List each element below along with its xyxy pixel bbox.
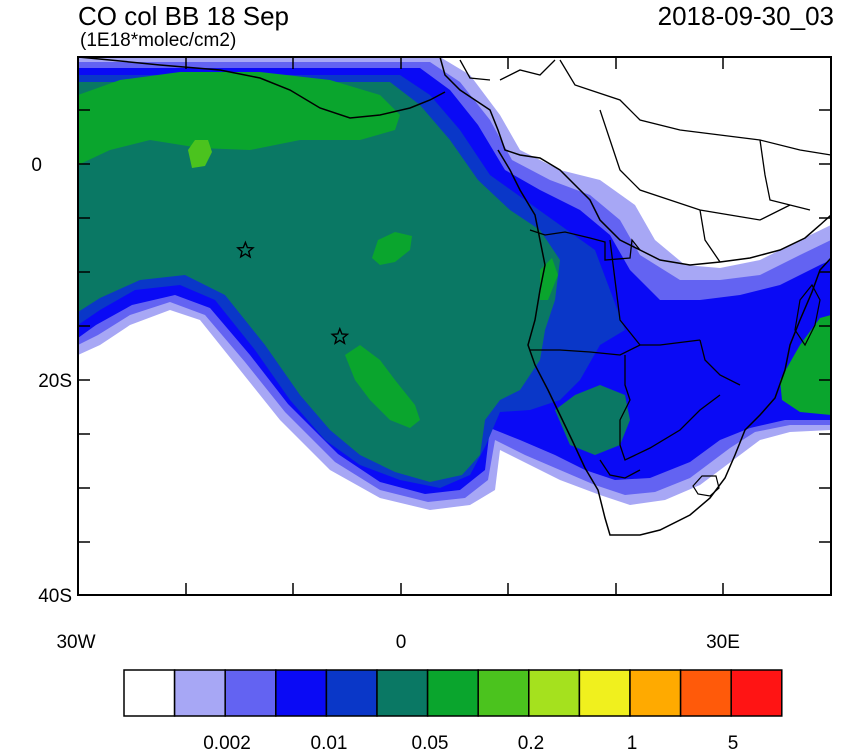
colorbar-box-13 [730, 669, 783, 717]
lon-label-30w: 30W [56, 632, 95, 653]
colorbar-label-3: 0.05 [412, 733, 449, 750]
land-masses [78, 57, 831, 536]
colorbar-label-4: 0.2 [518, 733, 544, 750]
plot-datetime: 2018-09-30_03 [657, 1, 834, 31]
africa-north-land [439, 57, 831, 266]
lon-label-30e: 30E [706, 632, 740, 653]
africa-gulf-coast [78, 57, 446, 119]
colorbar-box-9 [528, 669, 581, 717]
colorbar-label-5: 1 [627, 733, 638, 750]
lon-label-0: 0 [396, 632, 407, 653]
star-2-marker [330, 326, 350, 345]
lat-label-0: 0 [31, 155, 42, 176]
plot-title: CO col BB 18 Sep [78, 1, 289, 31]
plume-level-0.05 [78, 82, 560, 482]
colorbar-box-4 [275, 669, 328, 717]
co-field [78, 57, 831, 595]
lesotho [692, 475, 720, 497]
colorbar-box-10 [578, 669, 631, 717]
colorbar [123, 669, 783, 717]
star-1-marker [236, 240, 255, 259]
axis-ticks [78, 57, 831, 595]
africa-west-coast [497, 149, 831, 536]
lat-label-40s: 40S [38, 586, 72, 607]
colorbar-box-8 [477, 669, 530, 717]
plot-units: (1E18*molec/cm2) [80, 30, 237, 51]
plume-level-0.1-south [345, 345, 420, 428]
colorbar-box-7 [426, 669, 479, 717]
plume-level-0.1-east [780, 315, 831, 415]
colorbar-box-12 [679, 669, 732, 717]
colorbar-box-3 [224, 669, 277, 717]
colorbar-box-11 [629, 669, 682, 717]
lat-label-20s: 20S [38, 371, 72, 392]
colorbar-label-6: 5 [728, 733, 739, 750]
plume-interior-teal [555, 385, 630, 455]
colorbar-label-2: 0.01 [311, 733, 348, 750]
country-borders [459, 59, 831, 479]
colorbar-box-1 [123, 669, 176, 717]
colorbar-label-1: 0.002 [203, 733, 251, 750]
marker-layer [236, 240, 350, 345]
colorbar-box-2 [173, 669, 226, 717]
plume-level-0.1-north [78, 72, 400, 165]
colorbar-box-5 [325, 669, 378, 717]
madagascar [794, 283, 821, 347]
plume-level-0.1-mid [372, 232, 412, 265]
colorbar-box-6 [376, 669, 429, 717]
plume-level-0.2 [188, 140, 212, 168]
